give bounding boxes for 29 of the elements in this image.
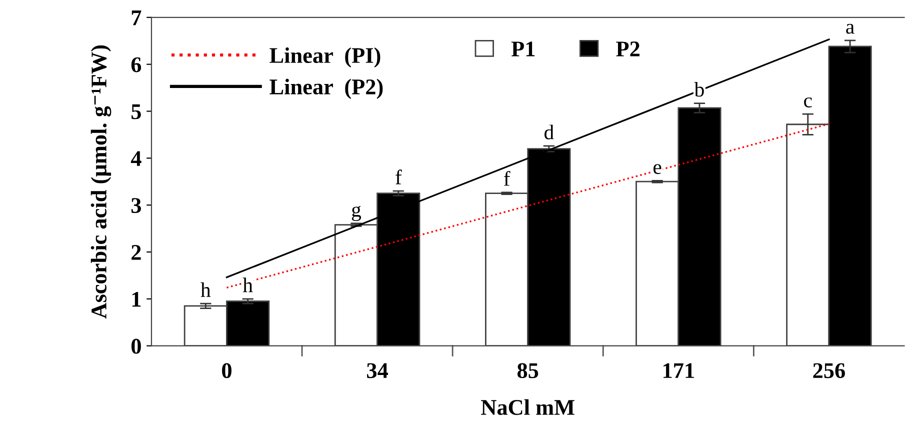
- data-label: b: [694, 82, 704, 97]
- y-tick-label: 0: [131, 338, 141, 354]
- y-tick-label: 4: [130, 151, 142, 166]
- data-label: a: [846, 24, 854, 34]
- legend-label: P1: [511, 42, 535, 56]
- y-tick-label: 3: [131, 198, 141, 213]
- y-tick-label: 7: [132, 10, 142, 26]
- data-label: h: [242, 278, 253, 292]
- y-tick-label: 5: [132, 104, 141, 120]
- legend-label: Linear (P2): [270, 78, 383, 99]
- legend-label: Linear (PI): [270, 47, 380, 68]
- data-label: g: [352, 206, 362, 222]
- legend-label: P2: [616, 42, 640, 56]
- x-tick-label: 256: [813, 363, 845, 378]
- data-label: f: [396, 170, 402, 184]
- data-label: e: [654, 164, 662, 174]
- x-tick-label: 0: [222, 363, 232, 378]
- y-axis-title: Ascorbic acid (µmol. g⁻¹FW): [90, 45, 112, 319]
- data-label: f: [504, 170, 510, 186]
- data-label: d: [544, 124, 554, 140]
- y-tick-label: 2: [132, 244, 141, 260]
- x-tick-label: 171: [664, 363, 694, 378]
- x-axis-title: NaCl mM: [481, 399, 574, 415]
- data-label: h: [200, 282, 211, 297]
- y-tick-label: 1: [132, 292, 141, 307]
- data-label: c: [804, 97, 812, 108]
- x-tick-label: 34: [367, 363, 388, 378]
- x-tick-label: 85: [517, 363, 538, 378]
- y-tick-label: 6: [131, 57, 142, 72]
